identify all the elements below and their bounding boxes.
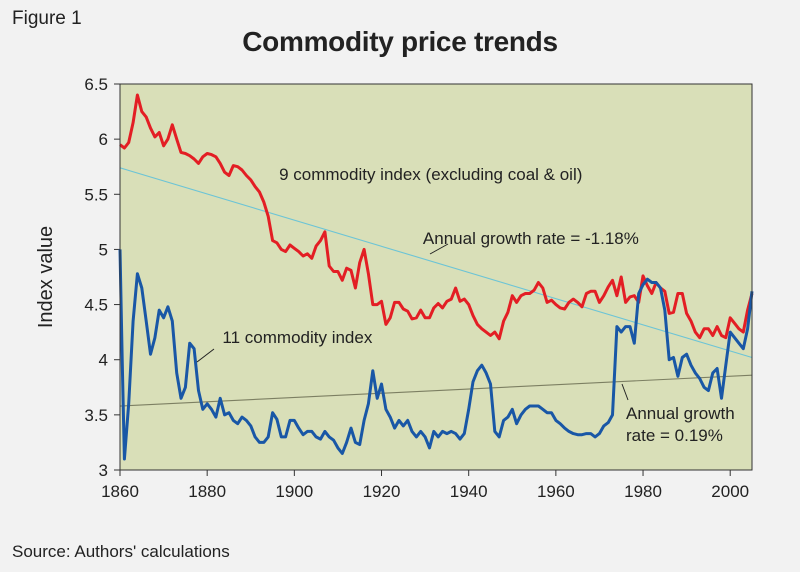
annotation-leader	[621, 383, 629, 401]
chart-title: Commodity price trends	[242, 26, 558, 57]
y-tick-label: 5	[99, 240, 108, 259]
plot-area	[120, 84, 752, 470]
x-tick-label: 1900	[275, 482, 313, 501]
y-tick-label: 6	[99, 130, 108, 149]
trendline	[119, 374, 753, 407]
x-tick-label: 1860	[101, 482, 139, 501]
x-tick-label: 1940	[450, 482, 488, 501]
y-tick-label: 3.5	[84, 406, 108, 425]
annotation-11-commodity: 11 commodity index	[222, 328, 372, 347]
x-tick-label: 1960	[537, 482, 575, 501]
y-tick-label: 6.5	[84, 75, 108, 94]
y-tick-label: 3	[99, 461, 108, 480]
y-tick-label: 4	[99, 351, 108, 370]
trendline	[119, 167, 753, 359]
series-lines	[118, 93, 754, 461]
annotation-growth-11-line2: rate = 0.19%	[626, 426, 723, 445]
y-tick-label: 5.5	[84, 185, 108, 204]
x-tick-label: 1920	[363, 482, 401, 501]
y-axis: 3 3.5 4 4.5 5 5.5 6 6.5	[84, 75, 120, 480]
annotations: 9 commodity index (excluding coal & oil)…	[196, 165, 735, 445]
plot-frame	[119, 83, 753, 471]
x-tick-label: 1880	[188, 482, 226, 501]
y-tick-label: 4.5	[84, 296, 108, 315]
annotation-leader	[429, 243, 449, 255]
series-line	[119, 93, 754, 341]
figure-label: Figure 1	[12, 8, 82, 29]
series-line	[118, 249, 754, 461]
trendlines	[119, 167, 753, 407]
x-tick-label: 2000	[711, 482, 749, 501]
x-axis: 1860 1880 1900 1920 1940 1960 1980 2000	[101, 470, 749, 501]
source-note: Source: Authors' calculations	[12, 542, 230, 561]
annotation-growth-9: Annual growth rate = -1.18%	[423, 229, 639, 248]
annotation-9-commodity: 9 commodity index (excluding coal & oil)	[279, 165, 582, 184]
y-axis-label: Index value	[35, 226, 57, 328]
x-tick-label: 1980	[624, 482, 662, 501]
annotation-growth-11-line1: Annual growth	[626, 404, 735, 423]
annotation-leader	[196, 348, 215, 363]
